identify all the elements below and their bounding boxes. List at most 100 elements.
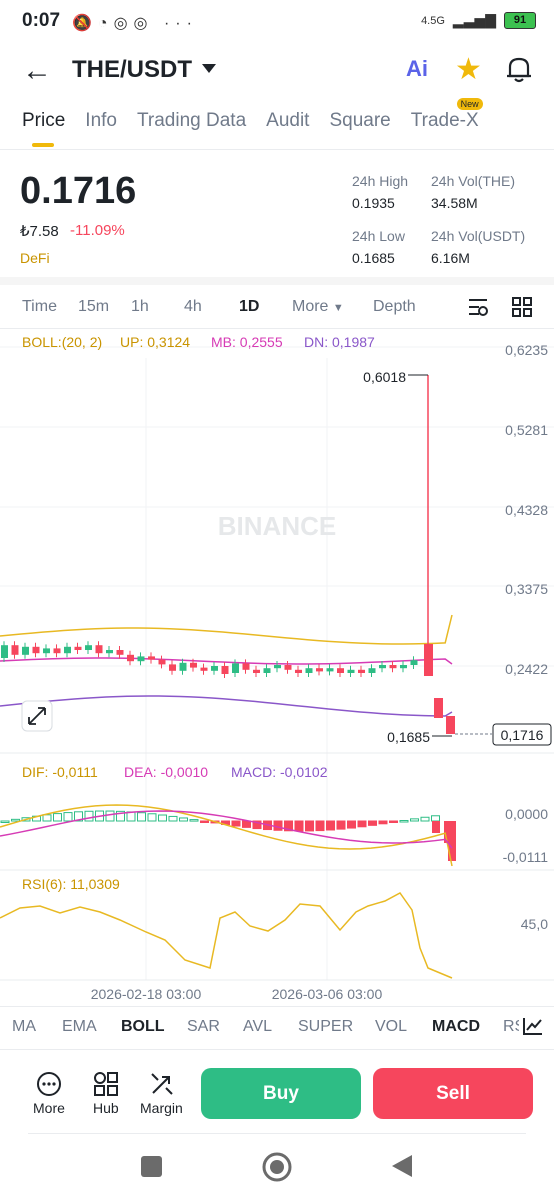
tab-trade-x[interactable]: Trade-X New — [410, 98, 483, 132]
watermark: BINANCE — [218, 511, 336, 541]
candle — [22, 646, 29, 655]
layout-grid-icon[interactable] — [512, 297, 532, 317]
sell-button[interactable]: Sell — [373, 1068, 533, 1119]
indicator-macd[interactable]: MACD — [432, 1018, 480, 1035]
macd-bar — [389, 820, 398, 823]
candle — [358, 669, 365, 673]
tab-square[interactable]: Square — [329, 110, 391, 131]
candle — [284, 665, 292, 670]
macd-bar — [21, 817, 31, 822]
candle — [190, 662, 197, 668]
indicator-boll[interactable]: BOLL — [121, 1018, 165, 1035]
macd-bar — [84, 810, 94, 822]
macd-value: MACD: -0,0102 — [231, 764, 328, 780]
indicator-super[interactable]: SUPER — [298, 1018, 354, 1035]
tab-audit[interactable]: Audit — [266, 110, 310, 131]
macd-bar — [63, 812, 73, 822]
candle — [211, 666, 218, 671]
bell-icon[interactable] — [505, 54, 533, 84]
indicator-ema[interactable]: EMA — [62, 1018, 97, 1035]
home-icon[interactable] — [261, 1151, 293, 1183]
expand-icon[interactable] — [21, 700, 53, 732]
tf-depth[interactable]: Depth — [373, 298, 416, 315]
indicator-rsi[interactable]: RS — [503, 1018, 519, 1035]
tab-trade-x-label: Trade-X — [410, 110, 479, 131]
ai-button[interactable]: Ai — [406, 56, 428, 81]
candle — [32, 646, 40, 654]
tab-info[interactable]: Info — [85, 110, 117, 131]
tf-4h[interactable]: 4h — [184, 298, 202, 315]
tf-time[interactable]: Time — [22, 298, 57, 315]
macd-bar — [410, 818, 419, 822]
favorite-star-icon[interactable]: ★ — [455, 53, 482, 86]
candles — [1, 641, 455, 734]
candle — [263, 668, 271, 673]
pair-dropdown-icon[interactable] — [202, 64, 216, 73]
hub-label[interactable]: Hub — [93, 1100, 119, 1116]
candle — [148, 656, 155, 660]
status-bar: 0:07 🔕◔◎◎ ··· 4.5G ▂▃▅▇ 91 — [0, 0, 554, 44]
rsi-label: RSI(6): 11,0309 — [22, 876, 120, 892]
hub-icon[interactable] — [93, 1071, 119, 1097]
candle — [274, 665, 281, 669]
status-right: 4.5G ▂▃▅▇ 91 — [421, 12, 536, 29]
rsi-tick: 45,0 — [521, 916, 548, 932]
candle — [43, 648, 50, 654]
macd-bar — [189, 819, 199, 822]
candle — [137, 656, 145, 662]
macd-bar — [305, 820, 314, 832]
candle — [242, 663, 250, 670]
candle — [305, 668, 313, 673]
indicator-ma[interactable]: MA — [12, 1018, 36, 1035]
back-nav-icon[interactable] — [390, 1153, 414, 1179]
tab-trading-data[interactable]: Trading Data — [137, 110, 247, 131]
macd-bar — [336, 820, 346, 830]
x-tick: 2026-03-06 03:00 — [272, 986, 383, 1002]
low-label: 24h Low — [352, 228, 405, 244]
tab-price[interactable]: Price — [22, 110, 66, 131]
margin-icon[interactable] — [149, 1071, 175, 1097]
macd-bar — [200, 820, 209, 823]
network-label: 4.5G — [421, 14, 445, 27]
new-badge: New — [456, 98, 483, 110]
notification-icons: 🔕◔◎◎ ··· — [72, 15, 198, 32]
candle — [232, 663, 239, 673]
macd-bar — [326, 820, 335, 831]
category-tag[interactable]: DeFi — [20, 250, 50, 266]
macd-bar — [137, 812, 146, 822]
tf-1h[interactable]: 1h — [131, 298, 149, 315]
kline-chart[interactable]: BINANCE BOLL:(20, 2) UP: 0,3124 MB: 0,25… — [0, 328, 554, 1008]
indicator-sar[interactable]: SAR — [187, 1018, 220, 1035]
tf-15m[interactable]: 15m — [78, 298, 110, 315]
macd-bar — [116, 810, 125, 822]
indicator-vol[interactable]: VOL — [375, 1018, 408, 1035]
more-icon[interactable] — [36, 1071, 62, 1097]
boll-up: UP: 0,3124 — [120, 334, 190, 350]
indicator-settings-icon[interactable] — [522, 1016, 544, 1036]
macd-dea: DEA: -0,0010 — [124, 764, 208, 780]
candle — [295, 669, 302, 673]
macd-bar — [347, 820, 356, 829]
margin-label[interactable]: Margin — [140, 1100, 183, 1116]
buy-button[interactable]: Buy — [201, 1068, 361, 1119]
macd-bar — [399, 819, 409, 823]
low-marker: 0,1685 — [387, 729, 430, 745]
tf-1d[interactable]: 1D — [239, 298, 260, 315]
y-tick: 0,3375 — [505, 581, 548, 597]
candle — [64, 646, 71, 654]
macd-bar — [158, 814, 167, 822]
fiat-price: ₺7.58 — [20, 223, 59, 240]
pair-title[interactable]: THE/USDT — [72, 56, 192, 83]
tf-more[interactable]: More ▼ — [292, 298, 344, 316]
y-tick: 0,6235 — [505, 342, 548, 358]
last-price-box — [492, 723, 552, 746]
indicator-avl[interactable]: AVL — [243, 1018, 273, 1035]
back-arrow-icon[interactable]: ← — [22, 54, 52, 87]
recent-apps-icon[interactable] — [141, 1156, 162, 1177]
macd-bar — [273, 820, 283, 831]
macd-bar — [284, 820, 293, 832]
chart-settings-icon[interactable] — [467, 297, 489, 317]
candle — [400, 665, 407, 669]
macd-bar — [74, 811, 83, 822]
more-label[interactable]: More — [33, 1100, 65, 1116]
